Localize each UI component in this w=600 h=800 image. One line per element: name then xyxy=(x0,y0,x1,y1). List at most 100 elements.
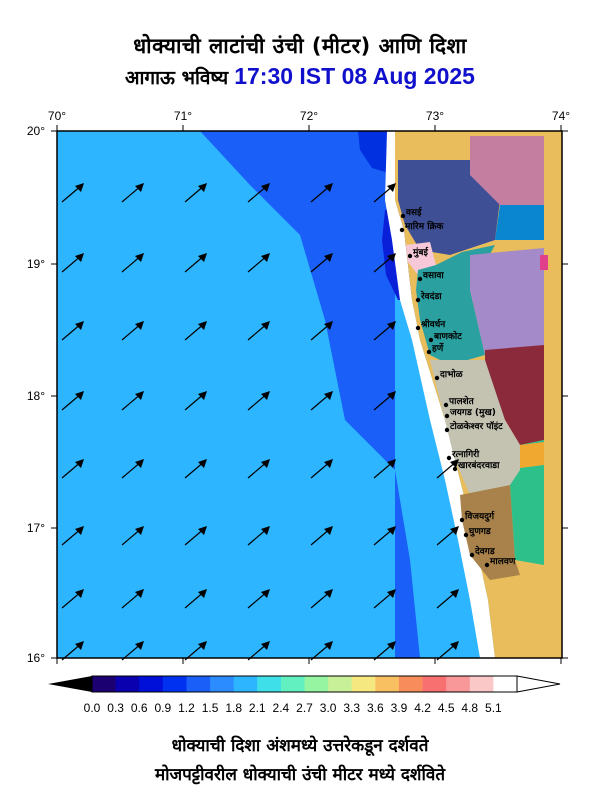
place-marker xyxy=(434,375,440,381)
colorbar-tick-label: 1.8 xyxy=(225,701,242,715)
wave-arrow-head xyxy=(135,391,144,400)
sea-medium-blue xyxy=(200,131,420,658)
colorbar-swatch xyxy=(210,676,235,692)
place-label: वसई xyxy=(405,206,423,218)
forecast-timestamp: 17:30 IST 08 Aug 2025 xyxy=(234,63,475,89)
wave-arrow-head xyxy=(324,183,333,192)
colorbar-swatch xyxy=(233,676,258,692)
wave-arrow-head xyxy=(135,183,144,192)
colorbar-swatch xyxy=(186,676,211,692)
place-marker xyxy=(446,455,452,461)
wave-arrow-head xyxy=(198,526,207,535)
colorbar-tick-label: 5.1 xyxy=(485,701,502,715)
colorbar-swatch xyxy=(446,676,471,692)
place-label: हर्णे xyxy=(431,342,444,354)
colorbar xyxy=(48,675,561,693)
colorbar-swatch xyxy=(280,676,305,692)
wave-arrow-head xyxy=(324,641,333,650)
wave-arrow-head xyxy=(450,589,459,598)
place-marker xyxy=(444,427,450,433)
wave-arrow-head xyxy=(75,391,84,400)
lat-label: 19° xyxy=(27,257,45,271)
wave-arrow-head xyxy=(198,589,207,598)
colorbar-swatch xyxy=(375,676,400,692)
wave-arrow-head xyxy=(261,459,270,468)
lat-label: 17° xyxy=(27,521,45,535)
wave-arrow-head xyxy=(450,459,459,468)
wave-arrow-head xyxy=(198,459,207,468)
place-marker xyxy=(443,402,449,408)
sea-dark-blue-north xyxy=(358,131,395,175)
place-label: वसावा xyxy=(422,271,444,281)
wave-arrow-head xyxy=(198,321,207,330)
place-marker xyxy=(444,413,450,419)
map-title: धोक्याची लाटांची उंची (मीटर) आणि दिशा xyxy=(133,34,467,58)
colorbar-swatch xyxy=(328,676,353,692)
district-pink-edge xyxy=(540,255,548,270)
district-sindhudurg xyxy=(460,485,520,580)
lon-label: 70° xyxy=(48,109,66,123)
wave-arrow-head xyxy=(198,183,207,192)
place-label: दाभोळ xyxy=(439,368,464,380)
colorbar-tick-label: 3.3 xyxy=(343,701,361,715)
wave-arrow-head xyxy=(75,321,84,330)
lon-label: 71° xyxy=(174,109,192,123)
lat-label: 20° xyxy=(27,124,45,138)
colorbar-tick-label: 4.2 xyxy=(414,701,431,715)
place-label: मारिम क्रिक xyxy=(404,220,444,232)
colorbar-swatch xyxy=(139,676,164,692)
colorbar-tick-label: 1.2 xyxy=(178,701,195,715)
colorbar-swatch xyxy=(493,676,518,692)
place-marker xyxy=(452,466,458,472)
wave-arrow-head xyxy=(261,526,270,535)
colorbar-tick-label: 0.0 xyxy=(83,701,101,715)
wave-arrow-head xyxy=(198,391,207,400)
place-label: घुणगड xyxy=(468,527,492,537)
wave-arrow-head xyxy=(135,459,144,468)
wave-arrow-head xyxy=(261,183,270,192)
wave-arrow-head xyxy=(324,321,333,330)
wave-arrow-head xyxy=(324,459,333,468)
colorbar-tick-label: 3.9 xyxy=(390,701,408,715)
colorbar-tick-label: 2.1 xyxy=(248,701,266,715)
colorbar-tick-label: 0.6 xyxy=(130,701,148,715)
wave-arrow-head xyxy=(387,183,396,192)
lat-label: 16° xyxy=(27,651,45,665)
wave-direction-arrows xyxy=(61,183,459,661)
place-marker xyxy=(399,227,405,233)
place-marker xyxy=(415,297,421,303)
wave-arrow-head xyxy=(387,391,396,400)
wave-arrow-head xyxy=(135,253,144,262)
place-marker xyxy=(484,562,490,568)
wave-arrow-head xyxy=(261,391,270,400)
footer-direction-note: धोक्याची दिशा अंशमध्ये उत्तरेकडून दर्शवत… xyxy=(171,736,429,756)
wave-arrow-head xyxy=(75,183,84,192)
colorbar-swatch xyxy=(304,676,329,692)
colorbar-tick-label: 2.7 xyxy=(296,701,313,715)
wave-arrow-head xyxy=(324,526,333,535)
colorbar-swatch xyxy=(92,676,117,692)
district-pune xyxy=(470,248,544,355)
lon-label: 74° xyxy=(552,109,570,123)
place-label: जयगड (मुख) xyxy=(449,408,496,418)
place-label: टोळकेश्वर पॉइंट xyxy=(449,420,503,432)
place-label: रेवदंडा xyxy=(420,290,442,302)
wave-arrow-head xyxy=(387,459,396,468)
wave-arrow-head xyxy=(135,589,144,598)
wave-arrow-head xyxy=(75,526,84,535)
place-label: मालवण xyxy=(489,557,516,567)
colorbar-tick-label: 4.8 xyxy=(461,701,479,715)
place-label: बाणकोट xyxy=(433,330,462,342)
forecast-label: आगाऊ भविष्य xyxy=(125,67,229,89)
district-palghar xyxy=(398,160,500,255)
district-ratnagiri xyxy=(430,360,520,495)
wave-arrow-head xyxy=(261,589,270,598)
wave-arrow-head xyxy=(198,253,207,262)
colorbar-tick-label: 4.5 xyxy=(437,701,455,715)
place-label: विजयदुर्ग xyxy=(464,510,495,522)
wave-arrow-head xyxy=(75,589,84,598)
place-marker xyxy=(415,325,421,331)
wave-arrow-head xyxy=(324,253,333,262)
colorbar-swatch xyxy=(398,676,424,692)
place-marker xyxy=(400,213,406,219)
